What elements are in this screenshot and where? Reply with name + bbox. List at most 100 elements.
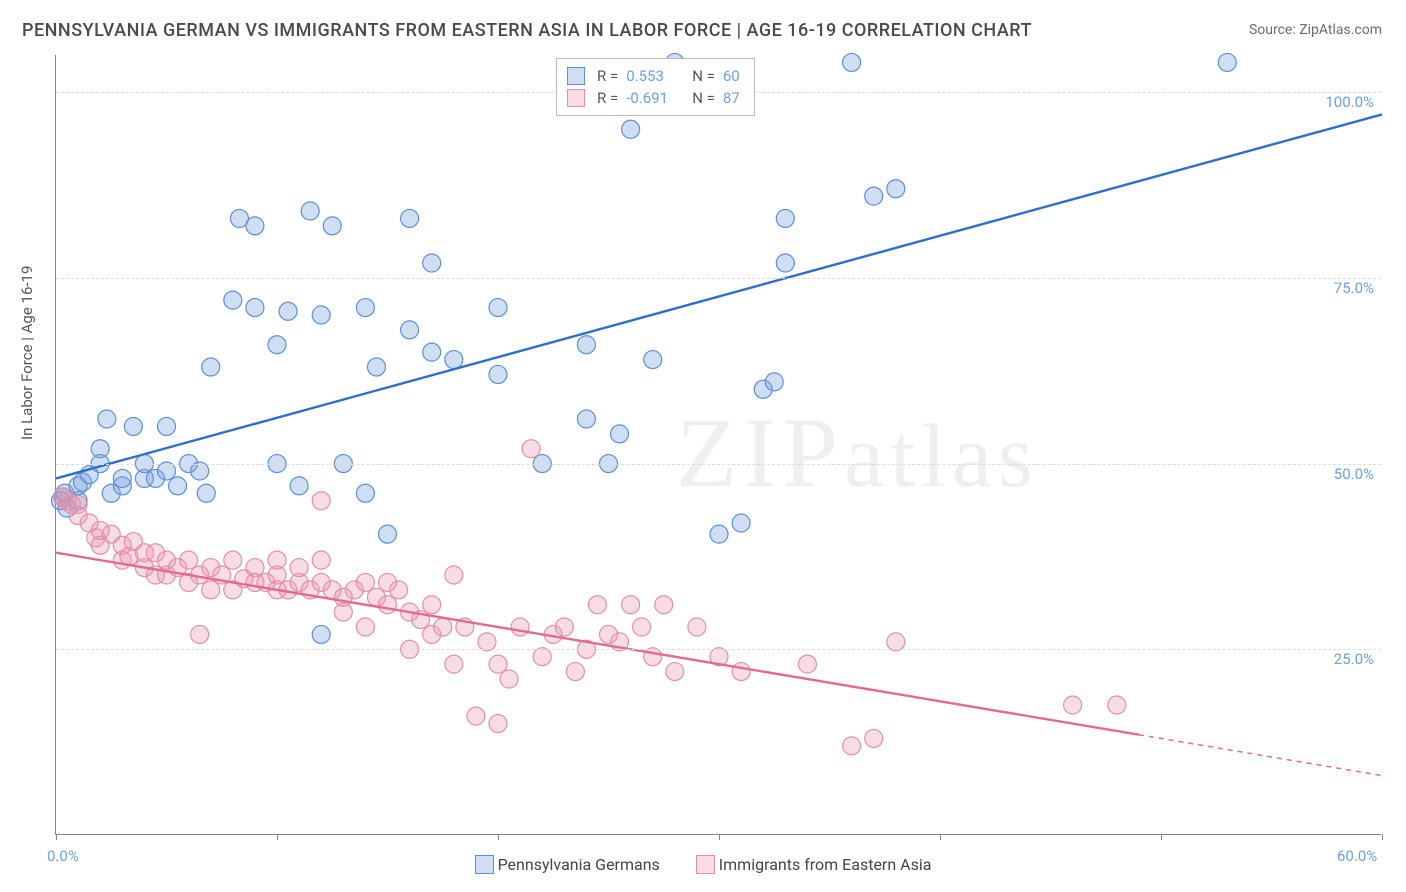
scatter-point xyxy=(356,573,374,591)
legend-series-label: Immigrants from Eastern Asia xyxy=(719,855,932,874)
scatter-point xyxy=(197,484,215,502)
scatter-point xyxy=(323,217,341,235)
x-tick xyxy=(719,834,720,840)
scatter-point xyxy=(887,633,905,651)
y-tick-label: 50.0% xyxy=(1294,465,1374,483)
scatter-point xyxy=(268,336,286,354)
scatter-point xyxy=(445,351,463,369)
scatter-point xyxy=(1064,696,1082,714)
scatter-point xyxy=(202,358,220,376)
plot-area: ZIPatlas 25.0%50.0%75.0%100.0% xyxy=(55,55,1381,835)
scatter-point xyxy=(478,633,496,651)
scatter-point xyxy=(865,729,883,747)
legend-swatch xyxy=(567,89,585,107)
x-tick-label: 0.0% xyxy=(47,847,79,865)
scatter-point xyxy=(798,655,816,673)
scatter-point xyxy=(356,484,374,502)
scatter-point xyxy=(401,321,419,339)
legend-swatch xyxy=(567,67,585,85)
scatter-point xyxy=(379,596,397,614)
scatter-point xyxy=(500,670,518,688)
scatter-point xyxy=(611,425,629,443)
scatter-point xyxy=(776,209,794,227)
scatter-point xyxy=(710,525,728,543)
scatter-point xyxy=(445,655,463,673)
scatter-point xyxy=(577,336,595,354)
y-tick-label: 25.0% xyxy=(1294,650,1374,668)
gridline-h xyxy=(56,278,1381,279)
legend-r-label: R = xyxy=(597,87,618,109)
scatter-point xyxy=(367,358,385,376)
x-tick xyxy=(940,834,941,840)
x-tick xyxy=(498,834,499,840)
source-attribution: Source: ZipAtlas.com xyxy=(1249,22,1382,38)
y-axis-title: In Labor Force | Age 16-19 xyxy=(18,266,36,440)
y-tick-label: 100.0% xyxy=(1294,93,1374,111)
scatter-point xyxy=(180,551,198,569)
scatter-point xyxy=(290,477,308,495)
scatter-point xyxy=(246,217,264,235)
scatter-point xyxy=(522,440,540,458)
scatter-point xyxy=(98,410,116,428)
scatter-point xyxy=(1218,53,1236,71)
scatter-point xyxy=(312,625,330,643)
scatter-point xyxy=(224,551,242,569)
scatter-point xyxy=(334,603,352,621)
scatter-point xyxy=(467,707,485,725)
x-tick xyxy=(1382,834,1383,840)
source-label: Source: xyxy=(1249,22,1299,38)
scatter-point xyxy=(279,302,297,320)
chart-title: PENNSYLVANIA GERMAN VS IMMIGRANTS FROM E… xyxy=(22,20,1032,41)
scatter-point xyxy=(533,648,551,666)
legend-correlation-row: R = 0.553 N = 60 xyxy=(567,65,740,87)
scatter-point xyxy=(622,120,640,138)
regression-line-dashed xyxy=(1139,735,1382,776)
gridline-h xyxy=(56,649,1381,650)
scatter-point xyxy=(423,596,441,614)
scatter-point xyxy=(356,299,374,317)
scatter-point xyxy=(169,477,187,495)
legend-correlation-row: R =-0.691N =87 xyxy=(567,87,740,109)
scatter-point xyxy=(423,254,441,272)
scatter-point xyxy=(655,596,673,614)
scatter-point xyxy=(588,596,606,614)
regression-line xyxy=(56,553,1139,735)
scatter-point xyxy=(555,618,573,636)
scatter-point xyxy=(622,596,640,614)
x-tick xyxy=(56,834,57,840)
scatter-point xyxy=(489,715,507,733)
scatter-point xyxy=(489,655,507,673)
legend-n-label: N = xyxy=(692,65,715,87)
scatter-point xyxy=(688,618,706,636)
legend-correlation: R = 0.553 N = 60R = -0.691 N = 87 xyxy=(556,58,755,116)
scatter-point xyxy=(379,525,397,543)
scatter-point xyxy=(191,625,209,643)
legend-series: Pennsylvania Germans Immigrants from East… xyxy=(0,855,1406,878)
scatter-point xyxy=(158,462,176,480)
legend-n-value: 87 xyxy=(723,87,740,109)
source-value: ZipAtlas.com xyxy=(1299,22,1382,38)
scatter-point xyxy=(423,343,441,361)
scatter-point xyxy=(158,417,176,435)
scatter-point xyxy=(224,291,242,309)
legend-series-item: Pennsylvania Germans xyxy=(475,855,660,874)
y-tick-label: 75.0% xyxy=(1294,279,1374,297)
scatter-point xyxy=(489,365,507,383)
scatter-point xyxy=(566,663,584,681)
scatter-point xyxy=(202,581,220,599)
scatter-point xyxy=(732,514,750,532)
legend-n-value: 60 xyxy=(723,65,740,87)
legend-r-value: 0.553 xyxy=(626,65,684,87)
scatter-point xyxy=(511,618,529,636)
scatter-point xyxy=(765,373,783,391)
scatter-point xyxy=(191,462,209,480)
scatter-point xyxy=(268,551,286,569)
scatter-point xyxy=(113,469,131,487)
scatter-point xyxy=(633,618,651,636)
scatter-point xyxy=(887,180,905,198)
scatter-point xyxy=(489,299,507,317)
scatter-point xyxy=(577,410,595,428)
legend-r-label: R = xyxy=(597,65,618,87)
scatter-point xyxy=(666,663,684,681)
legend-r-value: -0.691 xyxy=(626,87,684,109)
